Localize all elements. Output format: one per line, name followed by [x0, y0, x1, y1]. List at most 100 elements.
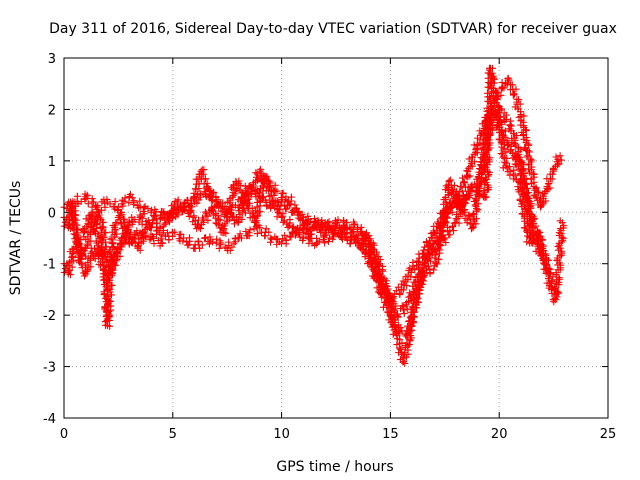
data-point-fill	[515, 188, 523, 196]
data-point-fill	[113, 230, 121, 238]
data-point-fill	[231, 190, 239, 198]
data-point-fill	[174, 211, 182, 219]
data-point-fill	[96, 247, 104, 255]
data-point-fill	[438, 227, 446, 235]
data-point-fill	[78, 250, 86, 258]
data-point-fill	[271, 181, 279, 189]
data-point-fill	[321, 239, 329, 247]
data-point-fill	[225, 215, 233, 223]
data-point-fill	[83, 223, 91, 231]
data-point-fill	[542, 250, 550, 258]
data-point-fill	[319, 236, 327, 244]
data-point-fill	[555, 160, 563, 168]
y-tick-label: -1	[43, 258, 56, 273]
data-point-fill	[138, 214, 146, 222]
data-point-fill	[403, 339, 411, 347]
data-point-fill	[555, 239, 563, 247]
data-point-fill	[528, 217, 536, 225]
data-point	[556, 152, 564, 160]
data-point-fill	[158, 231, 166, 239]
data-point-fill	[77, 236, 85, 244]
data-point-fill	[407, 322, 415, 330]
data-point-fill	[471, 201, 479, 209]
data-point-fill	[235, 207, 243, 215]
data-point-fill	[498, 83, 506, 91]
data-point-fill	[525, 222, 533, 230]
data-point-fill	[472, 196, 480, 204]
data-point-fill	[192, 185, 200, 193]
data-point-fill	[278, 189, 286, 197]
data-point-fill	[195, 196, 203, 204]
data-point-fill	[403, 282, 411, 290]
data-point-fill	[180, 202, 188, 210]
data-point-fill	[465, 211, 473, 219]
data-point-fill	[477, 131, 485, 139]
data-point-fill	[265, 183, 273, 191]
data-point-fill	[445, 177, 453, 185]
data-point-fill	[253, 212, 261, 220]
data-point-fill	[502, 115, 510, 123]
data-point-fill	[461, 179, 469, 187]
data-point-fill	[308, 230, 316, 238]
data-point-fill	[225, 238, 233, 246]
data-point-fill	[77, 198, 85, 205]
data-point-fill	[302, 216, 310, 224]
x-axis-label: GPS time / hours	[276, 459, 393, 475]
data-point-fill	[130, 235, 138, 243]
data-point-fill	[379, 267, 387, 275]
data-point-fill	[404, 350, 412, 358]
data-point-fill	[99, 252, 107, 260]
data-point-fill	[176, 201, 184, 209]
data-point-fill	[215, 244, 223, 252]
data-point-fill	[482, 149, 490, 157]
data-point-fill	[335, 223, 343, 231]
data-point-fill	[313, 224, 321, 232]
x-tick-label: 20	[491, 427, 508, 442]
data-point-fill	[441, 217, 449, 225]
data-point-fill	[456, 188, 464, 196]
data-point-fill	[481, 188, 489, 196]
data-point-fill	[523, 136, 531, 144]
data-point-fill	[463, 191, 471, 199]
data-point-fill	[431, 254, 439, 262]
data-point-fill	[359, 245, 367, 253]
data-point	[80, 229, 88, 237]
data-point	[419, 249, 427, 257]
y-tick-label: -3	[43, 361, 56, 376]
data-point-fill	[507, 146, 515, 154]
data-point-fill	[107, 291, 115, 299]
data-point-fill	[69, 198, 77, 206]
data-point-fill	[81, 272, 89, 280]
data-point-fill	[516, 160, 524, 168]
data-point-fill	[197, 220, 205, 228]
data-point-fill	[254, 212, 262, 220]
data-point-fill	[426, 265, 434, 273]
data-point-fill	[235, 177, 243, 185]
data-point-fill	[142, 233, 150, 241]
data-point-fill	[540, 192, 548, 200]
data-point-fill	[174, 196, 182, 204]
data-point-fill	[107, 302, 115, 310]
data-point-fill	[488, 84, 496, 92]
data-point-fill	[201, 191, 209, 199]
data-point-fill	[529, 170, 537, 178]
data-point-fill	[84, 200, 92, 208]
data-point-fill	[521, 144, 529, 152]
data-point-fill	[198, 241, 206, 249]
data-point-fill	[104, 250, 112, 258]
data-point-fill	[209, 197, 217, 205]
data-point-fill	[461, 199, 469, 207]
data-point-fill	[521, 126, 529, 134]
data-point-fill	[190, 195, 198, 203]
data-point-fill	[559, 234, 567, 242]
data-point-fill	[396, 291, 404, 299]
data-point-fill	[121, 238, 129, 246]
data-point-fill	[128, 220, 136, 228]
data-point-fill	[327, 224, 335, 232]
data-point-fill	[400, 310, 408, 318]
data-point-fill	[525, 141, 533, 149]
data-point-fill	[282, 236, 290, 244]
data-point-fill	[279, 218, 287, 226]
data-point-fill	[488, 64, 496, 72]
data-point-fill	[83, 242, 91, 250]
